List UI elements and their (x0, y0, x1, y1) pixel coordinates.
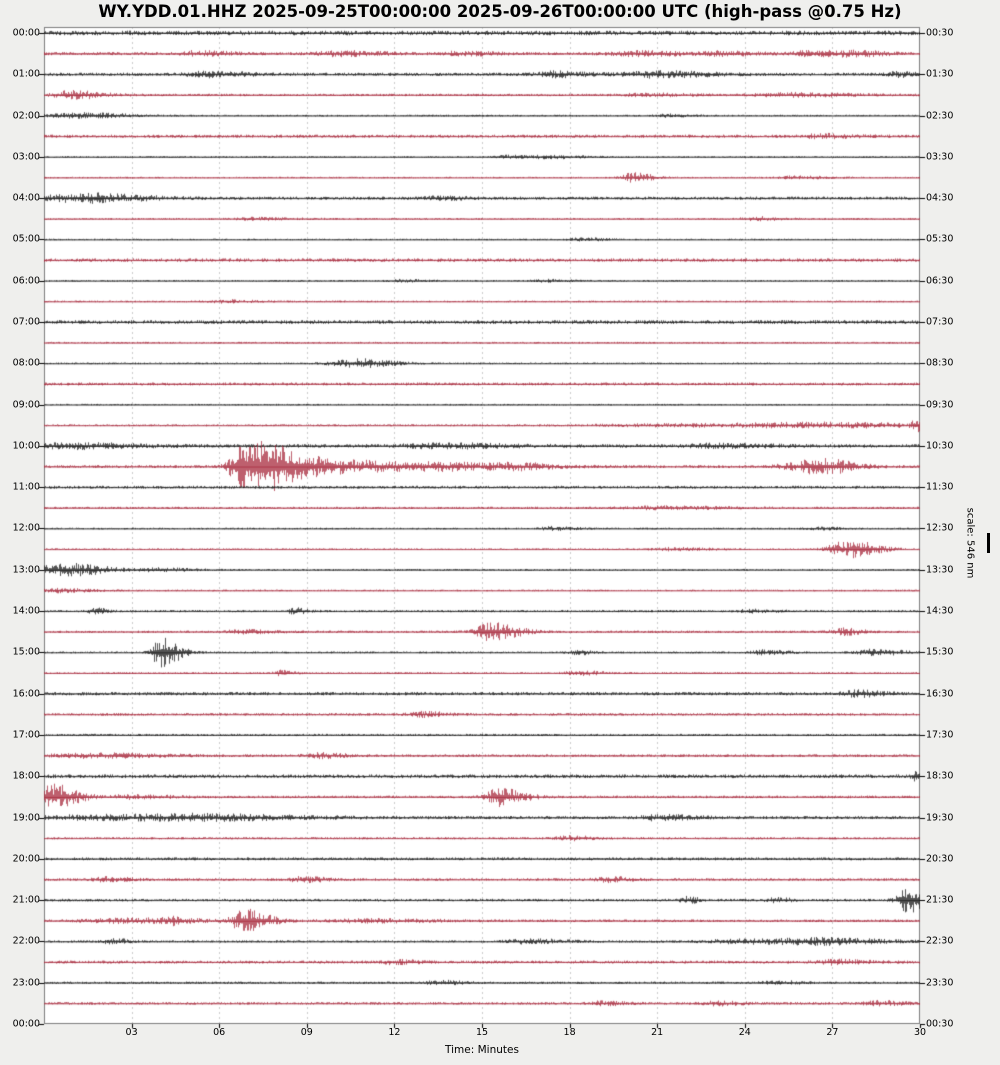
right-time-label: 17:30 (926, 729, 954, 741)
x-tick-label: 15 (475, 1027, 489, 1038)
right-time-label: 22:30 (926, 935, 954, 947)
x-tick-label: 18 (563, 1027, 576, 1038)
right-time-label: 21:30 (926, 894, 954, 906)
x-tick-label: 09 (300, 1027, 313, 1038)
right-time-label: 04:30 (926, 192, 954, 204)
right-time-label: 00:30 (926, 1018, 954, 1030)
left-time-label: 22:00 (12, 935, 40, 947)
left-time-label: 00:00 (12, 1018, 40, 1030)
x-tick-label: 06 (213, 1027, 226, 1038)
right-time-label: 16:30 (926, 687, 954, 699)
left-time-label: 23:00 (12, 976, 40, 988)
scale-annotation: scale: 546 nm (964, 507, 976, 579)
right-time-label: 06:30 (926, 274, 954, 286)
left-time-label: 18:00 (12, 770, 40, 782)
left-time-label: 06:00 (12, 274, 40, 286)
right-time-label: 07:30 (926, 316, 954, 328)
right-time-label: 18:30 (926, 770, 954, 782)
left-time-label: 07:00 (12, 316, 40, 328)
right-time-label: 15:30 (926, 646, 954, 658)
left-time-label: 04:00 (12, 192, 40, 204)
right-time-label: 20:30 (926, 853, 954, 865)
left-time-label: 01:00 (12, 68, 40, 80)
left-time-label: 11:00 (12, 481, 40, 493)
right-time-label: 13:30 (926, 564, 954, 576)
left-time-label: 05:00 (12, 233, 40, 245)
right-time-label: 02:30 (926, 109, 954, 121)
left-time-label: 14:00 (12, 605, 40, 617)
x-tick-label: 30 (913, 1027, 927, 1038)
left-time-label: 16:00 (12, 687, 40, 699)
x-tick-label: 12 (388, 1027, 401, 1038)
right-time-label: 00:30 (926, 27, 954, 39)
plot-title: WY.YDD.01.HHZ 2025-09-25T00:00:00 2025-0… (98, 2, 902, 21)
right-time-label: 05:30 (926, 233, 954, 245)
left-time-label: 15:00 (12, 646, 40, 658)
left-time-label: 00:00 (12, 27, 40, 39)
left-time-label: 13:00 (12, 564, 40, 576)
left-time-label: 08:00 (12, 357, 40, 369)
left-time-label: 03:00 (12, 151, 40, 163)
x-tick-label: 27 (826, 1027, 839, 1038)
x-tick-label: 21 (651, 1027, 664, 1038)
right-time-label: 19:30 (926, 811, 954, 823)
right-time-label: 03:30 (926, 151, 954, 163)
left-time-label: 19:00 (12, 811, 40, 823)
right-time-label: 08:30 (926, 357, 954, 369)
left-time-label: 09:00 (12, 398, 40, 410)
left-time-label: 02:00 (12, 109, 40, 121)
left-time-label: 10:00 (12, 440, 40, 452)
right-time-label: 09:30 (926, 398, 954, 410)
right-time-label: 14:30 (926, 605, 954, 617)
left-time-label: 12:00 (12, 522, 40, 534)
right-time-label: 11:30 (926, 481, 954, 493)
right-time-label: 01:30 (926, 68, 954, 80)
x-tick-label: 24 (738, 1027, 751, 1038)
right-time-label: 10:30 (926, 440, 954, 452)
left-time-label: 20:00 (12, 853, 40, 865)
scale-bar (987, 533, 990, 553)
left-time-label: 17:00 (12, 729, 40, 741)
x-axis-title: Time: Minutes (445, 1044, 519, 1056)
right-time-label: 12:30 (926, 522, 954, 534)
x-tick-label: 03 (125, 1027, 138, 1038)
left-time-label: 21:00 (12, 894, 40, 906)
right-time-label: 23:30 (926, 976, 954, 988)
